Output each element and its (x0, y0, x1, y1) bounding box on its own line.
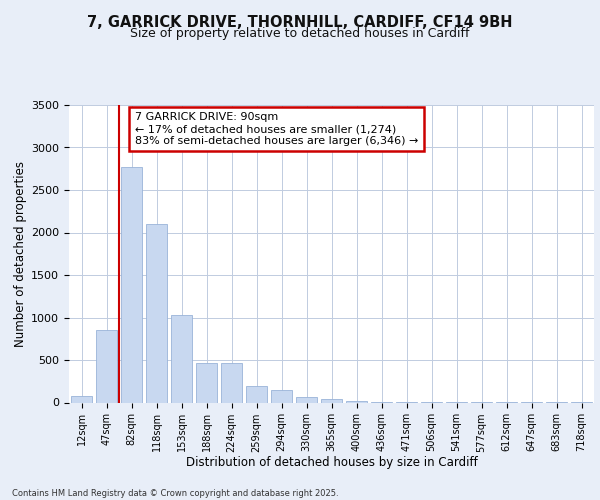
Bar (296, 398, 317, 402)
Bar (146, 224, 167, 402)
Bar (271, 390, 292, 402)
Bar (246, 386, 267, 402)
Text: Size of property relative to detached houses in Cardiff: Size of property relative to detached ho… (130, 28, 470, 40)
Text: 7, GARRICK DRIVE, THORNHILL, CARDIFF, CF14 9BH: 7, GARRICK DRIVE, THORNHILL, CARDIFF, CF… (87, 15, 513, 30)
Text: Contains HM Land Registry data © Crown copyright and database right 2025.: Contains HM Land Registry data © Crown c… (12, 488, 338, 498)
Bar (121, 167, 142, 402)
X-axis label: Distribution of detached houses by size in Cardiff: Distribution of detached houses by size … (185, 456, 478, 469)
Y-axis label: Number of detached properties: Number of detached properties (14, 161, 27, 347)
Bar (96, 330, 117, 402)
Bar (321, 399, 342, 402)
Bar (221, 364, 242, 403)
Bar (346, 401, 367, 402)
Text: 7 GARRICK DRIVE: 90sqm
← 17% of detached houses are smaller (1,274)
83% of semi-: 7 GARRICK DRIVE: 90sqm ← 17% of detached… (134, 112, 418, 146)
Bar (171, 315, 192, 402)
Bar (71, 396, 92, 402)
Bar (196, 364, 217, 403)
